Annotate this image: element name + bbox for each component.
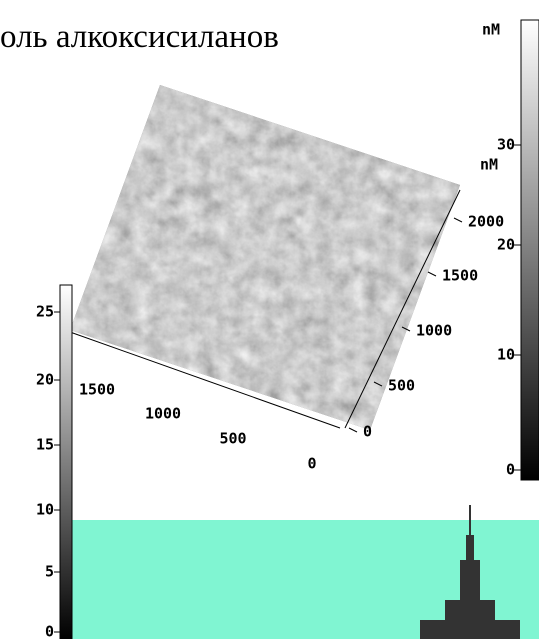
colorbar-tick-label: 15 xyxy=(36,436,54,454)
right-colorbar xyxy=(521,20,539,480)
z-tick xyxy=(349,428,357,432)
colorbar-unit: nM xyxy=(482,21,500,39)
z-tick xyxy=(428,272,436,276)
z-tick-label: 2000 xyxy=(468,213,504,231)
axis-unit: nM xyxy=(480,156,498,174)
z-tick-label: 1000 xyxy=(416,322,452,340)
left-colorbar xyxy=(60,285,72,639)
z-tick xyxy=(454,218,462,222)
colorbar-tick-label: 10 xyxy=(497,346,515,364)
z-tick-label: 0 xyxy=(363,423,372,441)
colorbar-tick-label: 0 xyxy=(45,623,54,639)
page: оль алкоксисиланов nM nM 302010020001500… xyxy=(0,0,539,639)
colorbar-tick-label: 5 xyxy=(45,563,54,581)
slide-title: оль алкоксисиланов xyxy=(0,19,279,55)
colorbar-tick-label: 20 xyxy=(36,371,54,389)
x-tick-label: 1500 xyxy=(79,381,115,399)
z-tick-label: 500 xyxy=(388,377,415,395)
colorbar-tick-label: 20 xyxy=(497,236,515,254)
x-tick-label: 500 xyxy=(219,430,246,448)
colorbar-tick-label: 25 xyxy=(36,303,54,321)
slide: оль алкоксисиланов nM nM 302010020001500… xyxy=(0,0,539,639)
x-tick-label: 1000 xyxy=(145,405,181,423)
colorbar-tick-label: 10 xyxy=(36,501,54,519)
z-tick-label: 1500 xyxy=(442,267,478,285)
colorbar-tick-label: 30 xyxy=(497,136,515,154)
x-tick-label: 0 xyxy=(307,455,316,473)
